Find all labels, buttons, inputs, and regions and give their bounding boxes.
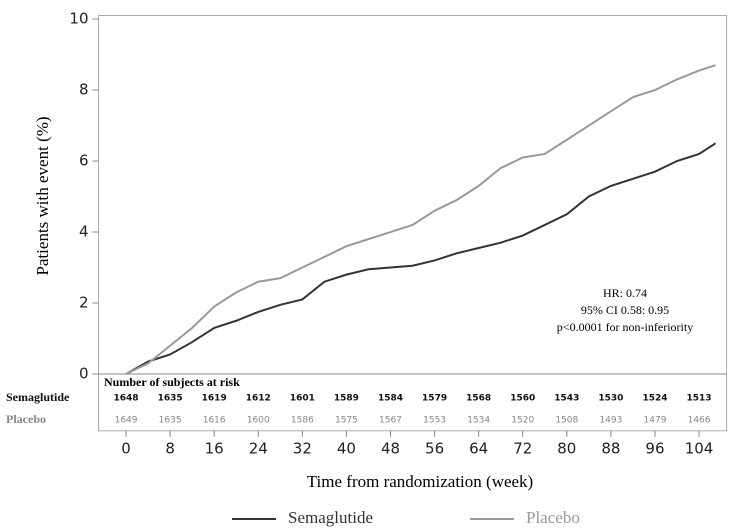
risk-value: 1508 (555, 416, 578, 426)
y-axis-label: Patients with event (%) (33, 116, 52, 275)
risk-table-title: Number of subjects at risk (104, 375, 240, 389)
risk-value: 1513 (687, 394, 712, 404)
risk-value: 1579 (422, 394, 447, 404)
risk-value: 1586 (291, 416, 314, 426)
risk-value: 1534 (467, 416, 490, 426)
risk-value: 1584 (378, 394, 403, 404)
x-tick-label: 32 (293, 439, 312, 457)
y-tick-label: 2 (79, 294, 89, 312)
x-tick-label: 80 (557, 439, 576, 457)
y-tick-label: 8 (79, 81, 89, 99)
risk-value: 1524 (642, 394, 667, 404)
risk-row-label: Semaglutide (6, 390, 70, 404)
x-tick-label: 8 (165, 439, 175, 457)
risk-value: 1553 (423, 416, 446, 426)
y-tick-label: 4 (79, 223, 89, 241)
y-tick-label: 10 (69, 10, 88, 28)
risk-value: 1479 (644, 416, 667, 426)
legend-label: Semaglutide (288, 508, 373, 527)
annotation: p<0.0001 for non-inferiority (557, 320, 693, 334)
risk-value: 1589 (334, 394, 359, 404)
risk-value: 1567 (379, 416, 402, 426)
x-tick-label: 96 (645, 439, 664, 457)
risk-value: 1601 (290, 394, 315, 404)
annotation: HR: 0.74 (603, 286, 647, 300)
risk-value: 1560 (510, 394, 535, 404)
plot-frame (98, 15, 728, 432)
x-tick-label: 48 (381, 439, 400, 457)
risk-value: 1493 (599, 416, 622, 426)
risk-value: 1568 (466, 394, 491, 404)
risk-value: 1520 (511, 416, 534, 426)
annotation: 95% CI 0.58: 0.95 (581, 303, 669, 317)
x-tick-label: 0 (121, 439, 131, 457)
risk-value: 1466 (688, 416, 711, 426)
series-line (125, 142, 717, 375)
risk-value: 1648 (114, 394, 139, 404)
y-tick-label: 6 (79, 152, 89, 170)
x-tick-label: 88 (601, 439, 620, 457)
risk-value: 1575 (335, 416, 358, 426)
risk-value: 1600 (247, 416, 270, 426)
x-tick-label: 64 (469, 439, 488, 457)
risk-row-label: Placebo (6, 412, 46, 426)
risk-value: 1612 (246, 394, 271, 404)
risk-value: 1635 (159, 416, 182, 426)
series-line (125, 64, 716, 375)
x-tick-label: 24 (249, 439, 268, 457)
x-axis-label: Time from randomization (week) (307, 472, 533, 491)
x-tick-label: 40 (337, 439, 356, 457)
x-tick-label: 72 (513, 439, 532, 457)
risk-value: 1649 (115, 416, 138, 426)
risk-value: 1616 (203, 416, 226, 426)
x-tick-label: 56 (425, 439, 444, 457)
y-tick-label: 0 (79, 365, 89, 383)
x-tick-label: 104 (685, 439, 714, 457)
risk-value: 1619 (202, 394, 227, 404)
x-tick-label: 16 (205, 439, 224, 457)
risk-value: 1635 (158, 394, 183, 404)
legend-label: Placebo (526, 508, 580, 527)
risk-value: 1543 (554, 394, 579, 404)
risk-value: 1530 (598, 394, 623, 404)
